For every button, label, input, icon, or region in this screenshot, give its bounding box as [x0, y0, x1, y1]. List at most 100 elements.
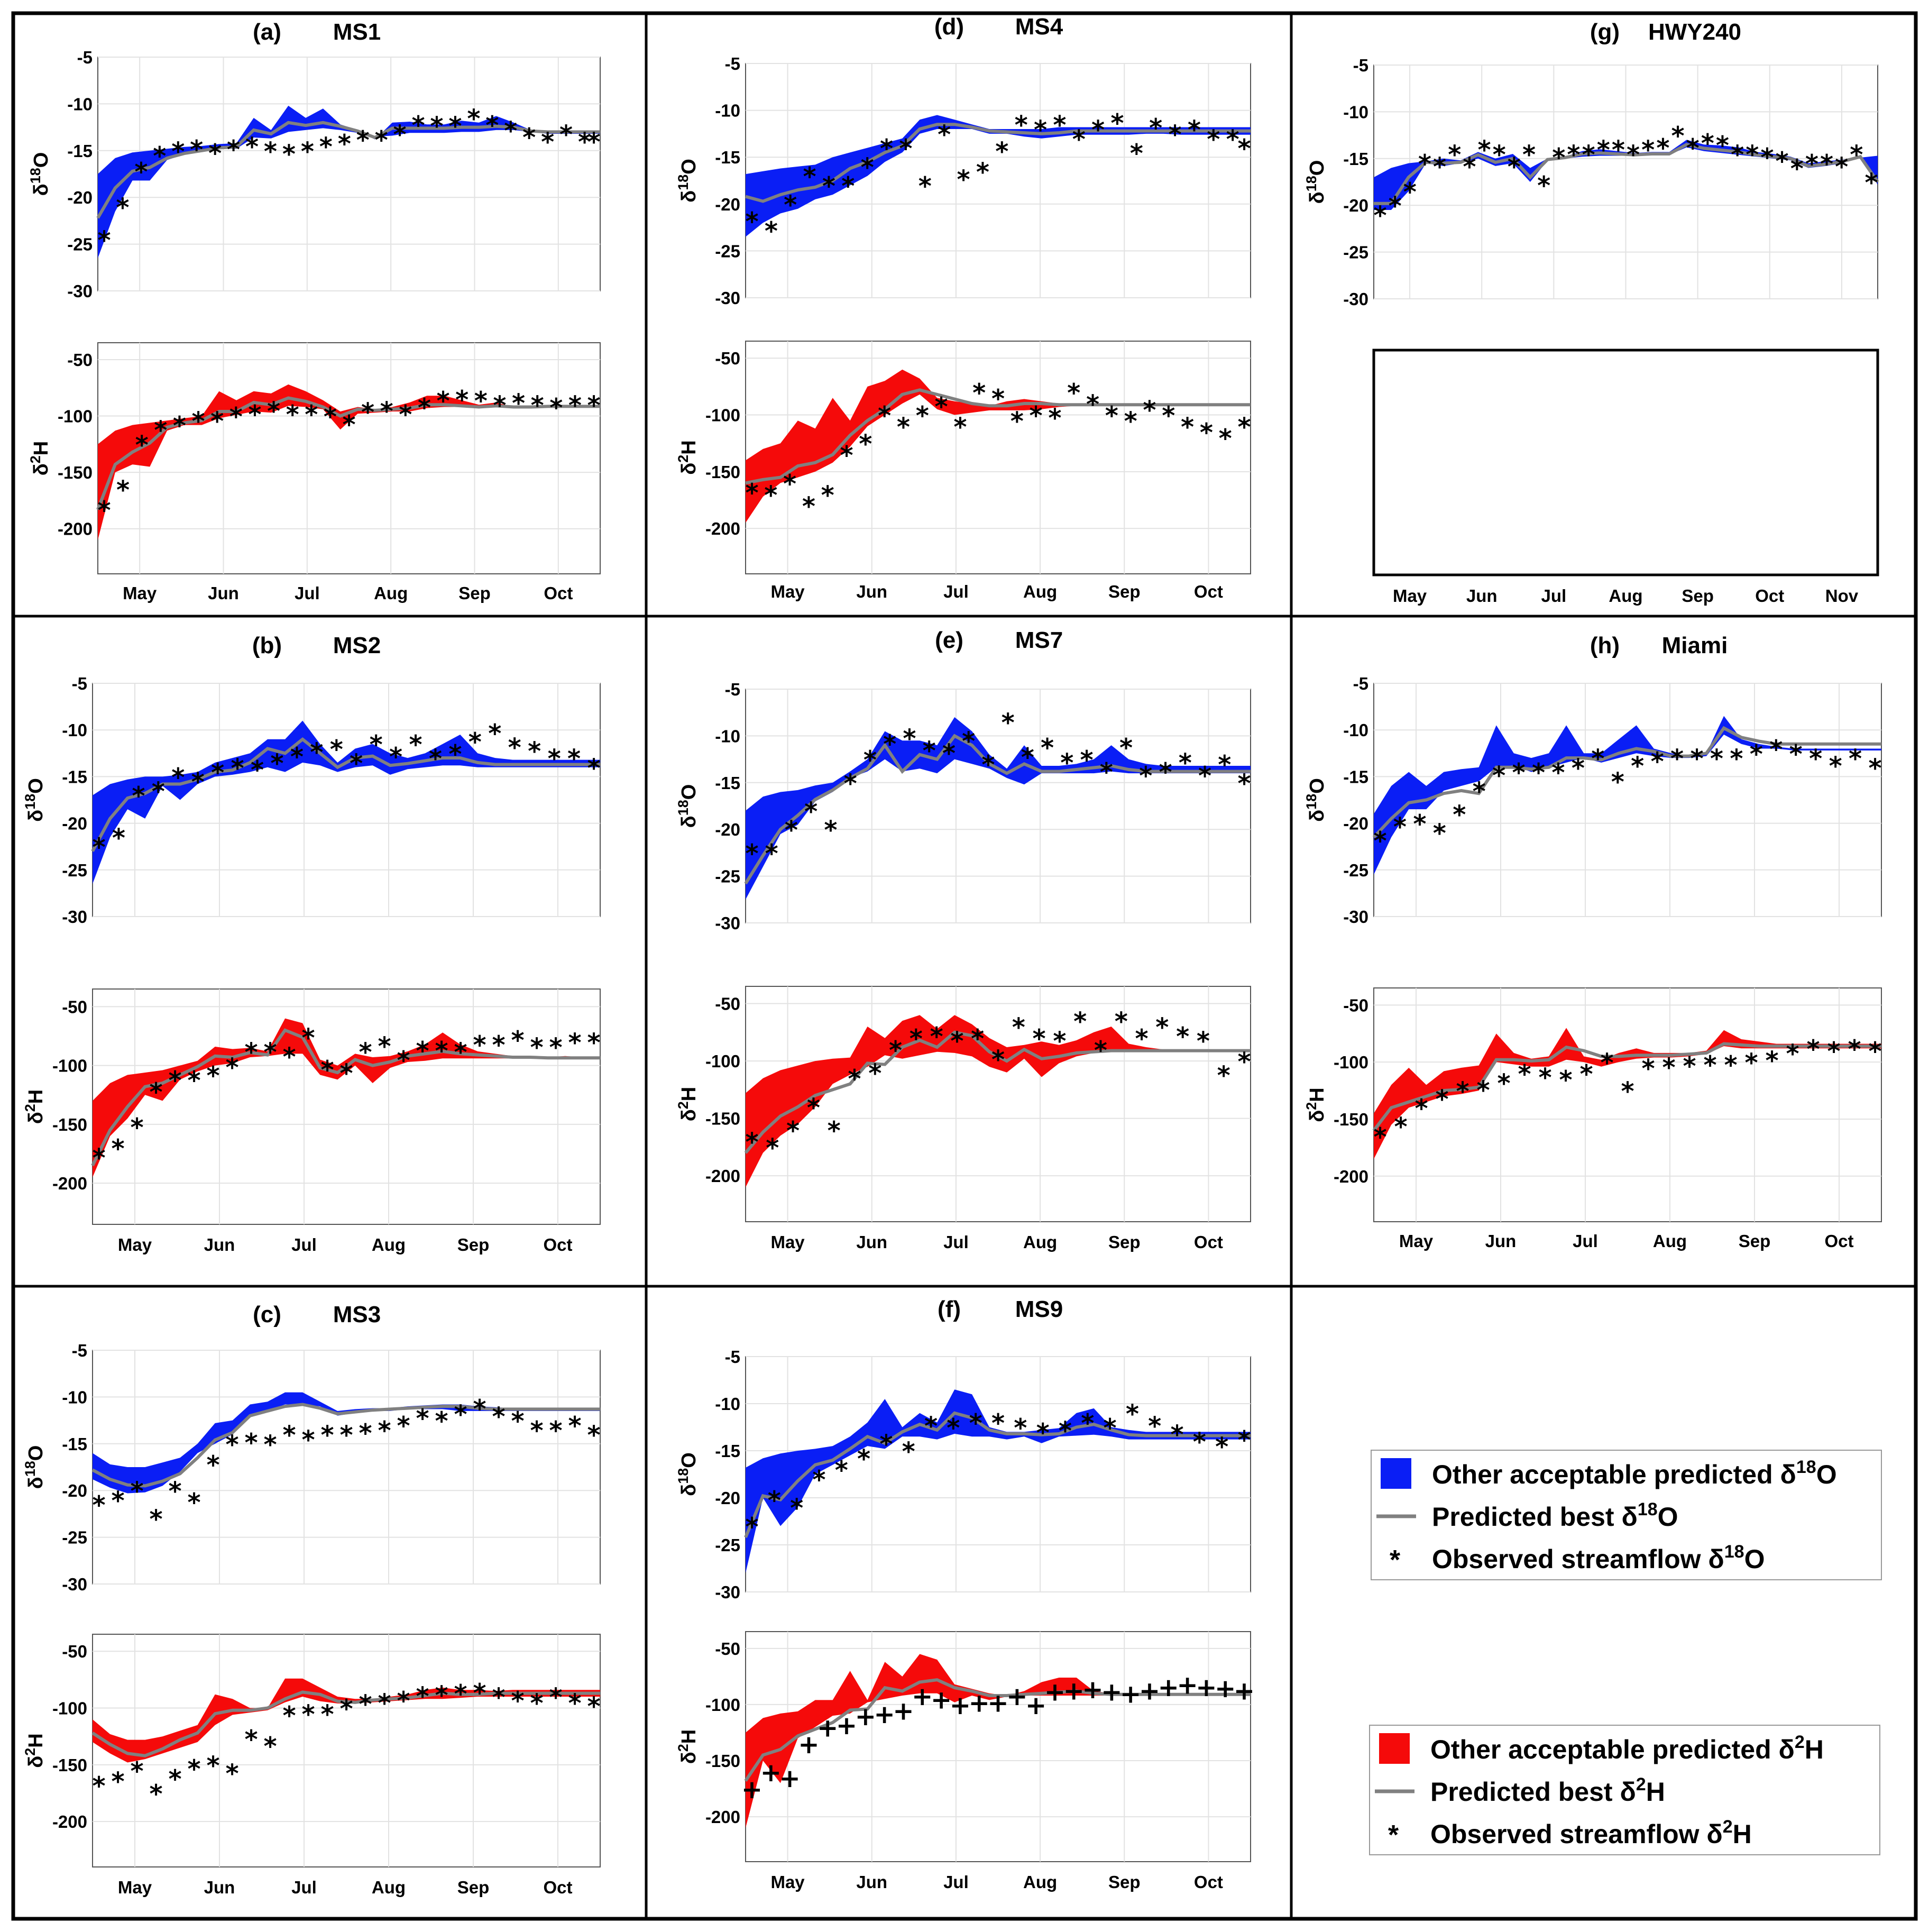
h2-ytick-label: -200	[52, 1812, 87, 1832]
h2-observed-point: *	[1518, 1060, 1531, 1089]
h2-observed-point: *	[568, 1028, 581, 1058]
panel-site-name: MS9	[1015, 1296, 1063, 1322]
o18-observed-point: *	[1041, 734, 1054, 763]
o18-observed-point: *	[1015, 111, 1028, 140]
h2-observed-point: *	[416, 1682, 429, 1711]
h2-observed-point: *	[1135, 1024, 1148, 1054]
o18-ytick-label: -25	[1343, 243, 1368, 262]
month-tick-label: Oct	[1194, 582, 1223, 601]
panel-h: (h) Miami* * * **** * * * * *** * * * * * * * * * * * *-5-10-…	[1303, 633, 1882, 1251]
h2-observed-point: *	[897, 413, 910, 442]
h2-observed-point: *	[889, 1036, 902, 1065]
o18-observed-point: *	[92, 833, 105, 863]
month-tick-label: Jul	[943, 1872, 969, 1892]
o18-observed-point: *	[1746, 140, 1759, 170]
o18-observed-point: *	[350, 749, 363, 779]
o18-ytick-label: -15	[62, 767, 87, 786]
h2-observed-point: +	[1120, 1680, 1141, 1709]
o18-observed-point: *	[282, 140, 296, 169]
h2-observed-point: +	[1215, 1674, 1236, 1704]
panel-site-name: MS1	[333, 19, 381, 45]
o18-ytick-label: -10	[715, 101, 740, 121]
h2-ylabel: δ2H	[27, 441, 52, 476]
o18-observed-point: *	[359, 1419, 372, 1449]
o18-ylabel: δ18O	[1303, 160, 1328, 204]
h2-observed-point: *	[416, 1037, 429, 1066]
h2-observed-point: *	[435, 1681, 448, 1710]
o18-observed-point: *	[567, 744, 581, 774]
h2-ytick-label: -150	[52, 1755, 87, 1775]
h2-observed-point: *	[437, 387, 450, 416]
o18-observed-point: *	[957, 165, 970, 195]
o18-observed-point: *	[1198, 762, 1211, 791]
month-tick-label: May	[770, 582, 805, 601]
month-tick-label: May	[123, 583, 157, 603]
h2-observed-point: *	[1765, 1046, 1778, 1076]
h2-observed-point: *	[492, 1031, 505, 1060]
o18-observed-point: *	[1769, 735, 1783, 764]
h2-observed-point: *	[530, 1033, 543, 1063]
o18-observed-point: *	[1002, 708, 1015, 738]
month-tick-label: May	[770, 1232, 805, 1252]
o18-observed-point: *	[1611, 767, 1624, 797]
h2-observed-point: *	[511, 1026, 524, 1056]
h2-observed-point: *	[568, 1689, 581, 1718]
h2-observed-point: *	[397, 1046, 410, 1076]
o18-observed-point: *	[1710, 744, 1723, 774]
month-tick-label: May	[118, 1235, 152, 1255]
o18-observed-point: *	[981, 750, 995, 780]
h2-ytick-label: -200	[705, 1807, 740, 1827]
h2-best-line	[744, 1030, 1251, 1154]
o18-legend-label: Other acceptable predicted δ18O	[1432, 1457, 1837, 1489]
h2-observed-point: *	[192, 407, 205, 436]
month-tick-label: Jun	[1485, 1231, 1517, 1251]
month-tick-label: Sep	[458, 583, 491, 603]
o18-observed-point: *	[244, 1428, 258, 1458]
month-tick-label: Jul	[295, 583, 320, 603]
o18-observed-point: *	[1868, 754, 1881, 783]
o18-observed-point: *	[97, 226, 111, 255]
h2-observed-point: *	[807, 1093, 820, 1123]
o18-observed-point: *	[1159, 758, 1172, 788]
month-tick-label: May	[1399, 1231, 1434, 1251]
o18-observed-point: *	[1864, 168, 1878, 198]
o18-observed-point: *	[389, 743, 402, 772]
h2-observed-point: *	[587, 1028, 600, 1058]
h2-ytick-label: -200	[705, 519, 740, 538]
h2-observed-point: *	[248, 400, 261, 429]
h2-observed-point: *	[1786, 1039, 1799, 1069]
o18-observed-point: *	[1790, 154, 1804, 184]
o18-observed-point: *	[1036, 1418, 1050, 1448]
h2-observed-point: *	[910, 1024, 923, 1054]
o18-observed-point: *	[231, 754, 244, 783]
o18-ytick-label: -15	[62, 1434, 87, 1454]
o18-observed-point: *	[1849, 744, 1862, 774]
panel-letter: (e)	[935, 627, 963, 653]
o18-observed-point: *	[448, 739, 462, 769]
o18-ylabel: δ18O	[675, 159, 700, 203]
h2-observed-point: *	[1497, 1069, 1510, 1098]
o18-observed-point: *	[1651, 747, 1664, 776]
h2-observed-point: +	[1196, 1673, 1217, 1702]
o18-observed-point: *	[1433, 152, 1446, 182]
h2-observed-point: *	[512, 389, 525, 418]
h2-observed-point: *	[1724, 1050, 1737, 1080]
h2-axes-frame	[92, 1634, 601, 1867]
o18-observed-point: *	[1686, 134, 1700, 163]
o18-ytick-label: -10	[62, 720, 87, 740]
o18-observed-point: *	[548, 744, 561, 774]
h2-observed-point: *	[418, 393, 431, 423]
h2-observed-point: *	[1217, 1061, 1230, 1091]
h2-observed-point: +	[1158, 1673, 1179, 1702]
h2-observed-point: *	[1105, 401, 1118, 431]
o18-observed-point: *	[1493, 140, 1506, 170]
o18-observed-point: *	[1226, 125, 1239, 154]
o18-observed-point: *	[942, 739, 956, 768]
o18-observed-point: *	[1809, 744, 1822, 774]
o18-observed-point: *	[1119, 734, 1133, 763]
o18-observed-point: *	[1532, 758, 1545, 788]
o18-observed-point: *	[92, 1491, 105, 1521]
panel-letter: (f)	[938, 1296, 961, 1322]
o18-observed-point: *	[191, 767, 205, 797]
o18-observed-point: *	[171, 137, 185, 167]
